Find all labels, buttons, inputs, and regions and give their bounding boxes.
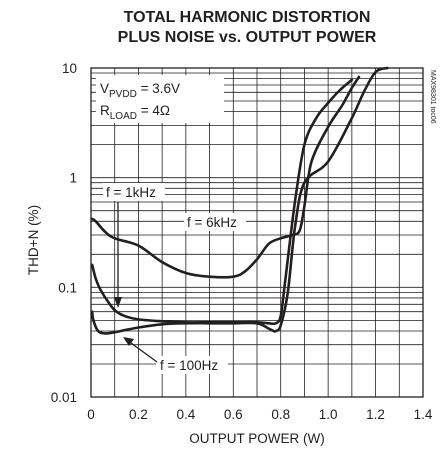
y-tick-label: 0.01 (51, 390, 77, 405)
label-6khz-bg (184, 213, 246, 231)
chart-title-line-2: PLUS NOISE vs. OUTPUT POWER (118, 29, 377, 46)
rload-main: R (100, 103, 110, 118)
vpvdd-main: V (100, 81, 109, 96)
x-tick-label: 1.2 (366, 407, 385, 422)
part-code-label: MAX98301 toc06 (429, 70, 436, 124)
x-tick-labels: 0 0.2 0.4 0.6 0.8 1.0 1.2 1.4 (87, 407, 433, 422)
x-tick-label: 0.6 (224, 407, 243, 422)
x-tick-label: 0.8 (271, 407, 290, 422)
y-tick-label: 1 (69, 171, 77, 186)
series-label-100hz: f = 100Hz (160, 358, 218, 373)
x-tick-label: 0 (87, 407, 95, 422)
y-axis-label: THD+N (%) (26, 205, 41, 275)
series-line-2 (90, 66, 389, 335)
y-tick-label: 10 (62, 61, 77, 76)
x-tick-label: 1.0 (319, 407, 338, 422)
x-tick-label: 1.4 (414, 407, 433, 422)
series-label-1khz: f = 1kHz (106, 185, 156, 200)
chart-title-line-1: TOTAL HARMONIC DISTORTION (124, 9, 371, 26)
rload-rest: = 4Ω (137, 103, 170, 118)
series-line-1 (90, 75, 361, 279)
plot-curves (90, 66, 389, 335)
leader-1khz-arrowhead (114, 297, 122, 308)
label-1khz-bg (103, 183, 165, 201)
series-label-6khz: f = 6kHz (187, 215, 237, 230)
plot-grid (91, 68, 423, 397)
conditions-box (96, 75, 224, 123)
label-100hz-bg (156, 356, 228, 374)
y-tick-labels: 0.01 0.1 1 10 (51, 61, 77, 405)
vpvdd-rest: = 3.6V (137, 81, 180, 96)
vpvdd-label: VPVDD = 3.6V (100, 81, 180, 100)
y-tick-label: 0.1 (58, 280, 77, 295)
leader-100hz-stem (130, 342, 158, 363)
rload-label: RLOAD = 4Ω (100, 103, 170, 122)
leader-100hz-arrowhead (123, 337, 134, 346)
x-tick-label: 0.4 (176, 407, 195, 422)
rload-sub: LOAD (110, 111, 137, 122)
vpvdd-sub: PVDD (109, 89, 137, 100)
x-axis-label: OUTPUT POWER (W) (189, 431, 325, 446)
plot-frame (90, 67, 424, 398)
x-tick-label: 0.2 (129, 407, 148, 422)
